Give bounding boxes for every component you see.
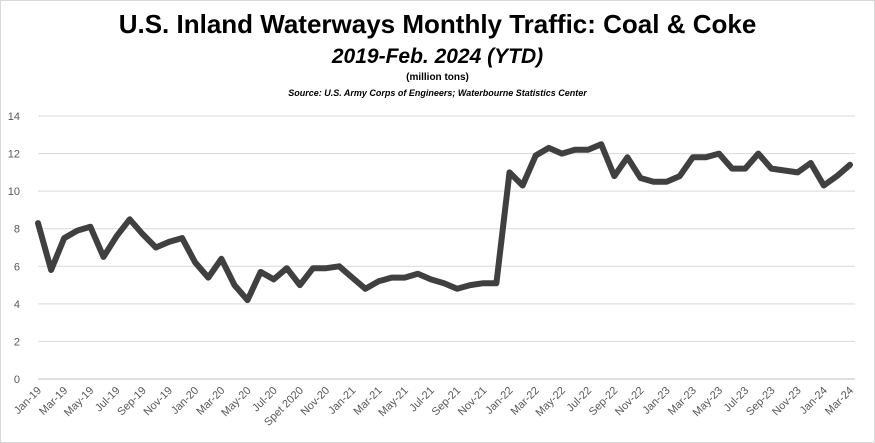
data-point: [129, 218, 131, 220]
x-tick-label: Nov-20: [299, 385, 333, 419]
x-tick-label: Nov-22: [613, 385, 647, 419]
data-point: [600, 143, 602, 145]
chart-units-note: (million tons): [406, 72, 469, 83]
data-point: [37, 222, 39, 224]
data-point: [509, 171, 510, 173]
y-axis-ticks: 0 2 4 6 8 10 12 14: [8, 111, 20, 386]
data-point: [391, 277, 393, 279]
data-point: [312, 267, 314, 269]
data-point: [849, 164, 851, 166]
series-group: [35, 141, 853, 304]
y-tick-label: 0: [14, 374, 20, 386]
data-point: [417, 273, 419, 275]
data-point: [155, 247, 157, 248]
chart-subtitle: 2019-Feb. 2024 (YTD): [331, 45, 544, 68]
data-point: [548, 147, 550, 149]
data-point: [456, 288, 458, 290]
data-point: [404, 277, 406, 279]
y-tick-label: 12: [8, 149, 20, 161]
data-point: [705, 156, 707, 158]
data-point: [63, 237, 65, 239]
data-point: [587, 149, 589, 151]
data-point: [770, 168, 772, 170]
y-tick-label: 14: [8, 111, 20, 123]
data-point: [273, 278, 275, 280]
data-point: [89, 226, 91, 228]
data-point: [207, 277, 209, 279]
chart-source-note: Source: U.S. Army Corps of Engineers; Wa…: [288, 88, 587, 98]
data-point: [613, 175, 615, 177]
data-point: [50, 269, 52, 271]
x-tick-label: Nov-23: [770, 385, 804, 419]
y-tick-label: 10: [8, 186, 20, 198]
data-point: [194, 262, 196, 263]
data-point: [116, 235, 118, 237]
data-point: [260, 271, 262, 273]
data-point: [351, 277, 353, 279]
data-point: [679, 175, 681, 177]
data-point: [142, 233, 144, 235]
data-point: [181, 237, 183, 239]
data-point: [522, 185, 524, 186]
data-point: [692, 156, 694, 158]
data-point: [744, 168, 746, 170]
data-point: [718, 153, 720, 155]
data-point: [666, 181, 668, 183]
y-tick-label: 2: [14, 336, 20, 348]
data-point: [469, 284, 471, 286]
data-point: [247, 299, 248, 301]
y-tick-label: 8: [14, 224, 20, 236]
data-point: [338, 265, 340, 267]
data-point: [653, 181, 654, 183]
data-point: [378, 280, 379, 282]
x-axis-ticks: Jan-19Mar-19May-19Jul-19Sep-19Nov-19Jan-…: [12, 385, 856, 429]
data-point: [626, 156, 628, 158]
data-point: [286, 267, 288, 269]
data-point: [220, 258, 222, 260]
x-tick-label: May-20: [219, 385, 253, 419]
data-point: [430, 278, 432, 280]
data-point: [103, 256, 104, 258]
data-point: [731, 168, 733, 170]
data-point: [561, 153, 563, 155]
data-point: [364, 288, 366, 290]
x-tick-label: Mar-24: [823, 385, 856, 418]
data-point: [482, 282, 484, 284]
data-point: [574, 149, 576, 151]
data-point: [234, 284, 235, 286]
data-point: [757, 153, 759, 155]
data-point: [325, 267, 327, 269]
data-point: [495, 282, 497, 284]
x-tick-label: May-19: [62, 385, 96, 419]
data-point: [836, 175, 838, 177]
data-point: [640, 177, 641, 179]
data-point: [535, 155, 537, 156]
data-point: [823, 185, 825, 186]
x-tick-label: May-22: [534, 385, 568, 419]
y-tick-label: 4: [14, 299, 20, 311]
data-point: [784, 170, 785, 171]
x-tick-label: Nov-19: [142, 385, 176, 419]
data-point: [797, 171, 799, 173]
data-point: [443, 282, 445, 284]
x-tick-label: May-23: [691, 385, 725, 419]
data-point: [810, 162, 812, 164]
y-tick-label: 6: [14, 261, 20, 273]
series-line: [35, 141, 853, 304]
chart-title: U.S. Inland Waterways Monthly Traffic: C…: [118, 9, 757, 39]
x-tick-label: Nov-21: [456, 385, 490, 419]
data-point: [168, 241, 170, 243]
data-point: [299, 284, 301, 286]
x-tick-label: May-21: [376, 385, 410, 419]
data-point: [76, 230, 78, 232]
